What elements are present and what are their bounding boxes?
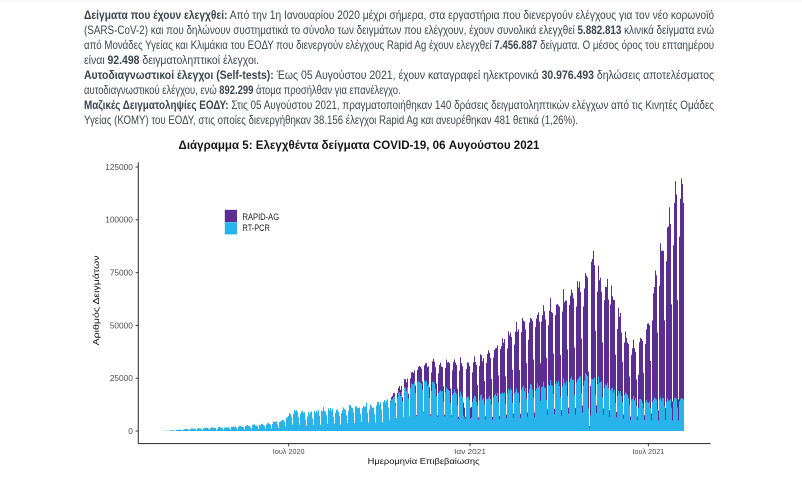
svg-text:Ιουλ 2021: Ιουλ 2021 [633,447,665,456]
svg-text:25000: 25000 [110,373,133,383]
svg-text:50000: 50000 [110,320,133,330]
svg-text:RAPID-AG: RAPID-AG [243,212,280,222]
svg-text:0: 0 [128,426,133,436]
svg-text:Ιουλ 2020: Ιουλ 2020 [273,447,305,456]
svg-text:125000: 125000 [105,162,133,172]
svg-text:100000: 100000 [105,215,133,225]
svg-text:Ιαν 2021: Ιαν 2021 [454,447,486,456]
svg-text:Αριθμός Δειγμάτων: Αριθμός Δειγμάτων [91,255,101,346]
svg-text:Ημερομηνία Επιβεβαίωσης: Ημερομηνία Επιβεβαίωσης [368,456,480,466]
svg-text:75000: 75000 [110,268,133,278]
svg-text:RT-PCR: RT-PCR [243,223,271,233]
